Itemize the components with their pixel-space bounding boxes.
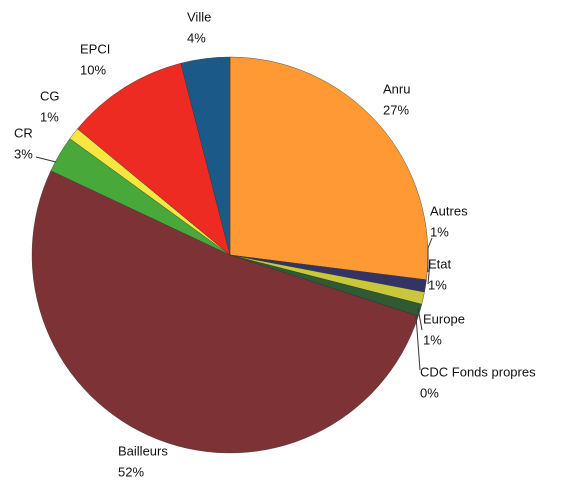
slice-value-label: 1% [428, 277, 447, 292]
labels: Anru 27% Autres 1% Etat 1% Europe 1% CDC Fonds p… [14, 9, 536, 479]
pie-slice [229, 56, 429, 281]
slice-value-label: 10% [80, 62, 106, 77]
slice-label: Bailleurs [118, 443, 168, 458]
slice-value-label: 0% [420, 385, 439, 400]
leader-line [35, 156, 57, 163]
slice-value-label: 3% [14, 146, 33, 161]
pie-slice [31, 170, 419, 454]
slice-label: CG [40, 88, 60, 103]
slice-value-label: 52% [118, 464, 144, 479]
slice-value-label: 27% [383, 102, 409, 117]
pie-slice [180, 56, 231, 256]
slice-label: Ville [187, 9, 211, 24]
slice-value-label: 1% [430, 224, 449, 239]
slice-label: EPCI [80, 41, 110, 56]
pie [31, 56, 429, 454]
slice-label: Anru [383, 81, 410, 96]
slice-label: Autres [430, 203, 468, 218]
slice-label: Europe [423, 311, 465, 326]
leader-line [417, 307, 423, 331]
slice-value-label: 1% [40, 109, 59, 124]
slice-value-label: 1% [423, 332, 442, 347]
slice-value-label: 4% [187, 30, 206, 45]
leader-line [427, 261, 431, 285]
pie-slice [77, 62, 231, 256]
slice-label: CR [14, 125, 33, 140]
slice-label: Etat [428, 256, 452, 271]
leader-line [415, 315, 421, 371]
slice-label: CDC Fonds propres [420, 364, 536, 379]
leader-line [427, 237, 433, 272]
